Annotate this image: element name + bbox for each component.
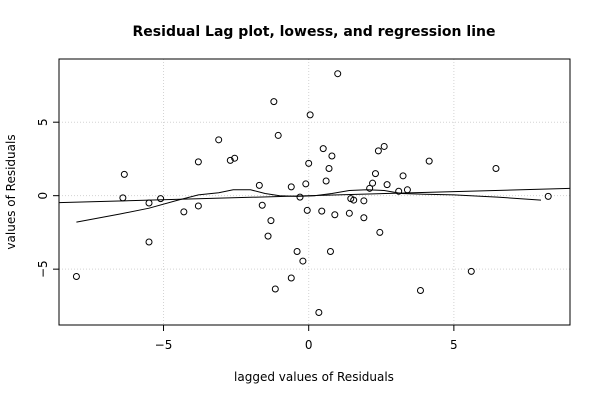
data-point [395,187,403,195]
y-tick-label: 0 [36,192,50,200]
data-point [194,202,202,210]
data-point [425,157,433,165]
data-point [322,177,330,185]
data-point [403,186,411,194]
data-point [380,142,388,150]
data-point [305,159,313,167]
data-point [157,195,165,203]
data-point [325,164,333,172]
data-point [315,309,323,317]
data-point [345,209,353,217]
data-point [258,201,266,209]
data-point [374,147,382,155]
data-point [270,98,278,106]
grid-lines [59,59,570,325]
data-point [383,181,391,189]
data-point [416,286,424,294]
scatter-points [72,70,552,317]
data-point [299,257,307,265]
data-point [271,285,279,293]
data-point [264,232,272,240]
data-point [293,248,301,256]
data-point [399,172,407,180]
chart-title: Residual Lag plot, lowess, and regressio… [133,24,496,40]
data-point [267,217,275,225]
data-point [319,145,327,153]
x-tick-label: 5 [450,338,458,352]
data-point [145,199,153,207]
data-point [376,228,384,236]
data-point [318,207,326,215]
data-point [492,164,500,172]
data-point [255,181,263,189]
data-point [306,111,314,119]
data-point [180,208,188,216]
data-point [287,183,295,191]
x-axis: −5 0 5 [155,325,458,352]
data-point [326,248,334,256]
y-axis-label: values of Residuals [4,134,18,249]
y-tick-label: 5 [36,118,50,126]
data-point [366,184,374,192]
data-point [215,136,223,144]
data-point [231,154,239,162]
data-point [544,192,552,200]
data-point [467,267,475,275]
plot-frame [58,58,571,326]
data-point [331,211,339,219]
data-point [119,194,127,202]
data-point [360,197,368,205]
data-point [334,70,342,78]
data-point [72,273,80,281]
y-tick-label: −5 [36,260,50,278]
data-point [120,170,128,178]
x-axis-label: lagged values of Residuals [234,370,394,384]
data-point [194,158,202,166]
data-point [296,193,304,201]
data-point [274,131,282,139]
data-point [145,238,153,246]
data-point [371,170,379,178]
data-point [360,214,368,222]
y-axis: −5 0 5 [36,118,59,278]
x-tick-label: −5 [155,338,173,352]
data-point [369,179,377,187]
data-point [350,196,358,204]
data-point [226,156,234,164]
data-point [287,274,295,282]
data-point [303,206,311,214]
data-point [328,152,336,160]
x-tick-label: 0 [305,338,313,352]
data-point [302,180,310,188]
